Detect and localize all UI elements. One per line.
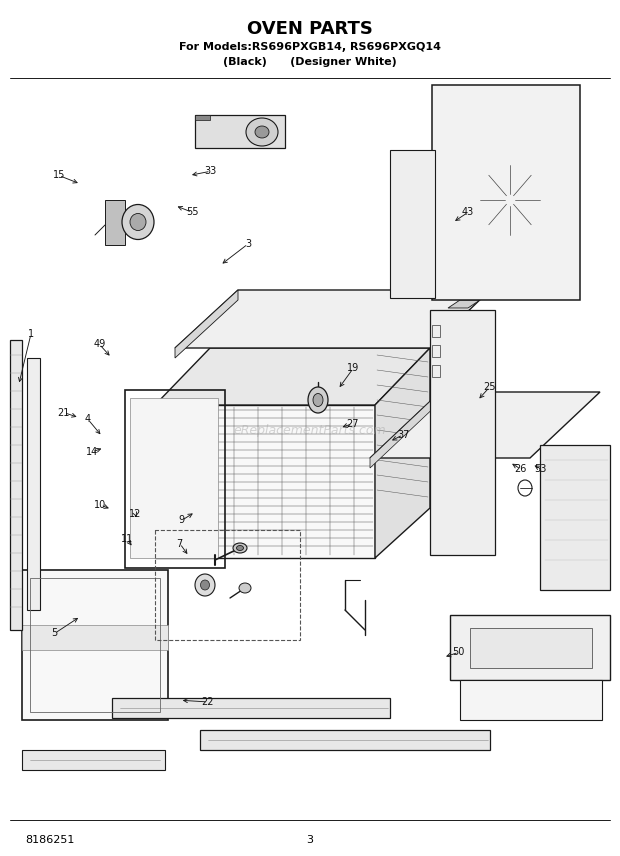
Text: 1: 1 [28,329,34,339]
Text: 10: 10 [94,500,107,510]
Text: 37: 37 [397,430,409,440]
Polygon shape [540,445,610,590]
Text: 33: 33 [205,166,217,176]
Text: 8186251: 8186251 [25,835,74,845]
Text: 12: 12 [129,508,141,519]
Text: 21: 21 [58,407,70,418]
Text: 22: 22 [202,697,214,707]
Text: 3: 3 [306,835,314,845]
Text: eReplacementParts.com: eReplacementParts.com [234,424,386,437]
Ellipse shape [246,118,278,146]
Text: 11: 11 [121,534,133,544]
Ellipse shape [236,545,244,550]
Text: 15: 15 [53,170,65,181]
Polygon shape [460,680,602,720]
Ellipse shape [195,574,215,596]
Text: 50: 50 [453,647,465,657]
Polygon shape [450,615,610,680]
Polygon shape [430,310,495,555]
Ellipse shape [233,543,247,553]
Text: For Models:RS696PXGB14, RS696PXGQ14: For Models:RS696PXGB14, RS696PXGQ14 [179,42,441,52]
Ellipse shape [541,483,549,493]
Polygon shape [22,750,165,770]
Polygon shape [175,290,238,358]
Text: 27: 27 [346,419,358,429]
Text: 26: 26 [515,464,527,474]
Text: 5: 5 [51,628,58,639]
Text: (Black)      (Designer White): (Black) (Designer White) [223,57,397,67]
Ellipse shape [130,213,146,230]
Ellipse shape [341,309,369,327]
Polygon shape [10,340,22,630]
Ellipse shape [122,205,154,240]
Text: 25: 25 [484,382,496,392]
Text: 55: 55 [186,207,198,217]
Polygon shape [432,85,580,300]
Text: 3: 3 [245,239,251,249]
Ellipse shape [308,387,328,413]
Polygon shape [370,392,600,458]
Polygon shape [375,348,430,558]
Polygon shape [470,628,592,668]
Polygon shape [105,200,125,245]
Text: 4: 4 [85,414,91,425]
Polygon shape [130,398,218,558]
Ellipse shape [200,580,210,590]
Polygon shape [200,730,490,750]
Polygon shape [390,150,435,298]
Polygon shape [112,698,390,718]
Text: 19: 19 [347,363,360,373]
Text: 49: 49 [93,339,105,349]
Polygon shape [448,300,480,308]
Polygon shape [22,570,168,720]
Polygon shape [22,625,168,650]
Polygon shape [175,290,490,348]
Text: 14: 14 [86,447,98,457]
Polygon shape [195,115,285,148]
Text: 43: 43 [462,207,474,217]
Text: 53: 53 [534,464,547,474]
Ellipse shape [255,126,269,138]
Polygon shape [195,115,210,120]
Ellipse shape [313,394,323,407]
Text: 9: 9 [179,515,185,526]
Polygon shape [155,348,430,405]
Polygon shape [370,392,440,468]
Text: 7: 7 [177,538,183,549]
Text: OVEN PARTS: OVEN PARTS [247,20,373,38]
Polygon shape [155,405,375,558]
Ellipse shape [239,583,251,593]
Polygon shape [27,358,40,610]
